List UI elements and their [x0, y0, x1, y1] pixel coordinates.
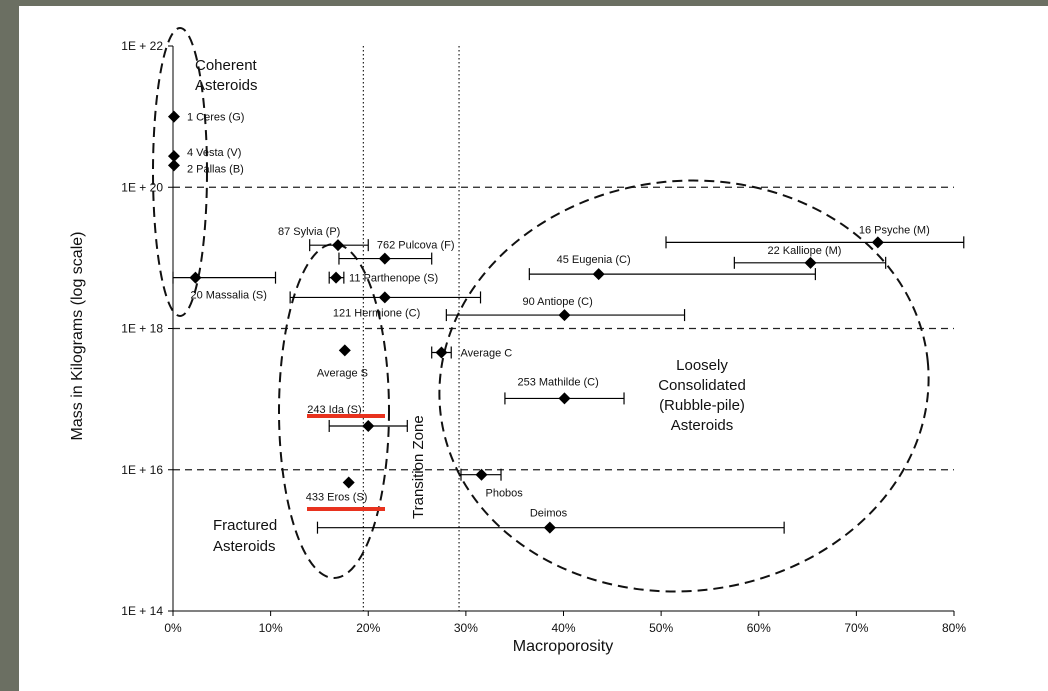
x-tick-label: 10% [259, 621, 283, 635]
x-axis-title: Macroporosity [513, 638, 613, 655]
762-pulcova-f-label: 762 Pulcova (F) [377, 240, 455, 252]
slide-canvas: 0% 10% 20% 30% 40% 50% 60% 70% 80% 1E + 14 1E + 16… [19, 6, 1048, 691]
y-tick-label: 1E + 16 [121, 463, 163, 477]
45-eugenia-c-marker [592, 268, 605, 281]
x-tick-label: 80% [942, 621, 966, 635]
4-vesta-v-marker [167, 150, 180, 163]
762-pulcova-f-marker [378, 252, 391, 265]
x-tick-label: 60% [747, 621, 771, 635]
eros-highlight-bar [307, 507, 385, 511]
1-ceres-g-label: 1 Ceres (G) [187, 112, 244, 124]
121-hermione-c-label: 121 Hermione (C) [333, 307, 420, 319]
90-antiope-c-label: 90 Antiope (C) [522, 296, 592, 308]
coherent-label-line1: Coherent [195, 57, 258, 74]
x-tick-label: 0% [164, 621, 182, 635]
2-pallas-b-marker [167, 159, 180, 172]
y-tick-label: 1E + 22 [121, 39, 163, 53]
fractured-label-line2: Asteroids [213, 538, 276, 555]
coherent-label-line2: Asteroids [195, 77, 258, 94]
average-c-marker [435, 346, 448, 359]
average-c-label: Average C [460, 348, 512, 360]
phobos-marker [475, 468, 488, 481]
87-sylvia-p-marker [331, 239, 344, 252]
loose-label-line3: (Rubble-pile) [659, 397, 745, 414]
4-vesta-v-label: 4 Vesta (V) [187, 147, 241, 159]
x-tick-label: 50% [649, 621, 673, 635]
y-tick-label: 1E + 14 [121, 604, 163, 618]
y-axis-title: Mass in Kilograms (log scale) [69, 232, 86, 441]
coherent-region-ellipse [152, 27, 208, 317]
fractured-region-ellipse [278, 243, 390, 579]
fractured-label-line1: Fractured [213, 517, 277, 534]
ida-highlight-bar [307, 414, 385, 418]
y-tick-label: 1E + 20 [121, 180, 163, 194]
121-hermione-c-marker [378, 291, 391, 304]
x-tick-label: 30% [454, 621, 478, 635]
11-parthenope-s-marker [330, 271, 343, 284]
x-tick-label: 70% [844, 621, 868, 635]
deimos-label: Deimos [530, 508, 568, 520]
22-kalliope-m-marker [804, 256, 817, 269]
loose-label-line4: Asteroids [671, 417, 734, 434]
87-sylvia-p-label: 87 Sylvia (P) [278, 226, 340, 238]
phobos-label: Phobos [485, 488, 523, 500]
433-eros-s-label: 433 Eros (S) [306, 491, 368, 503]
average-s-marker [338, 344, 351, 357]
loose-label-line2: Consolidated [658, 377, 746, 394]
1-ceres-g-marker [167, 110, 180, 123]
22-kalliope-m-label: 22 Kalliope (M) [767, 245, 841, 257]
average-s-label: Average S [317, 367, 368, 379]
11-parthenope-s-label: 11 Parthenope (S) [349, 273, 438, 285]
243-ida-s-marker [362, 419, 375, 432]
243-ida-s-label: 243 Ida (S) [307, 404, 361, 416]
433-eros-s-marker [342, 476, 355, 489]
x-tick-label: 20% [356, 621, 380, 635]
deimos-marker [543, 521, 556, 534]
2-pallas-b-label: 2 Pallas (B) [187, 163, 244, 175]
x-tick-label: 40% [551, 621, 575, 635]
rubble-pile-region-ellipse [438, 179, 930, 593]
20-massalia-s-marker [189, 271, 202, 284]
16-psyche-m-marker [871, 236, 884, 249]
porosity-mass-chart: 0% 10% 20% 30% 40% 50% 60% 70% 80% 1E + 14 1E + 16… [69, 27, 966, 655]
253-mathilde-c-marker [558, 392, 571, 405]
90-antiope-c-marker [558, 309, 571, 322]
loose-label-line1: Loosely [676, 357, 728, 374]
20-massalia-s-label: 20 Massalia (S) [190, 290, 266, 302]
transition-zone-label: Transition Zone [410, 415, 427, 519]
16-psyche-m-label: 16 Psyche (M) [859, 224, 930, 236]
253-mathilde-c-label: 253 Mathilde (C) [517, 376, 598, 388]
y-tick-label: 1E + 18 [121, 322, 163, 336]
45-eugenia-c-label: 45 Eugenia (C) [557, 254, 631, 266]
